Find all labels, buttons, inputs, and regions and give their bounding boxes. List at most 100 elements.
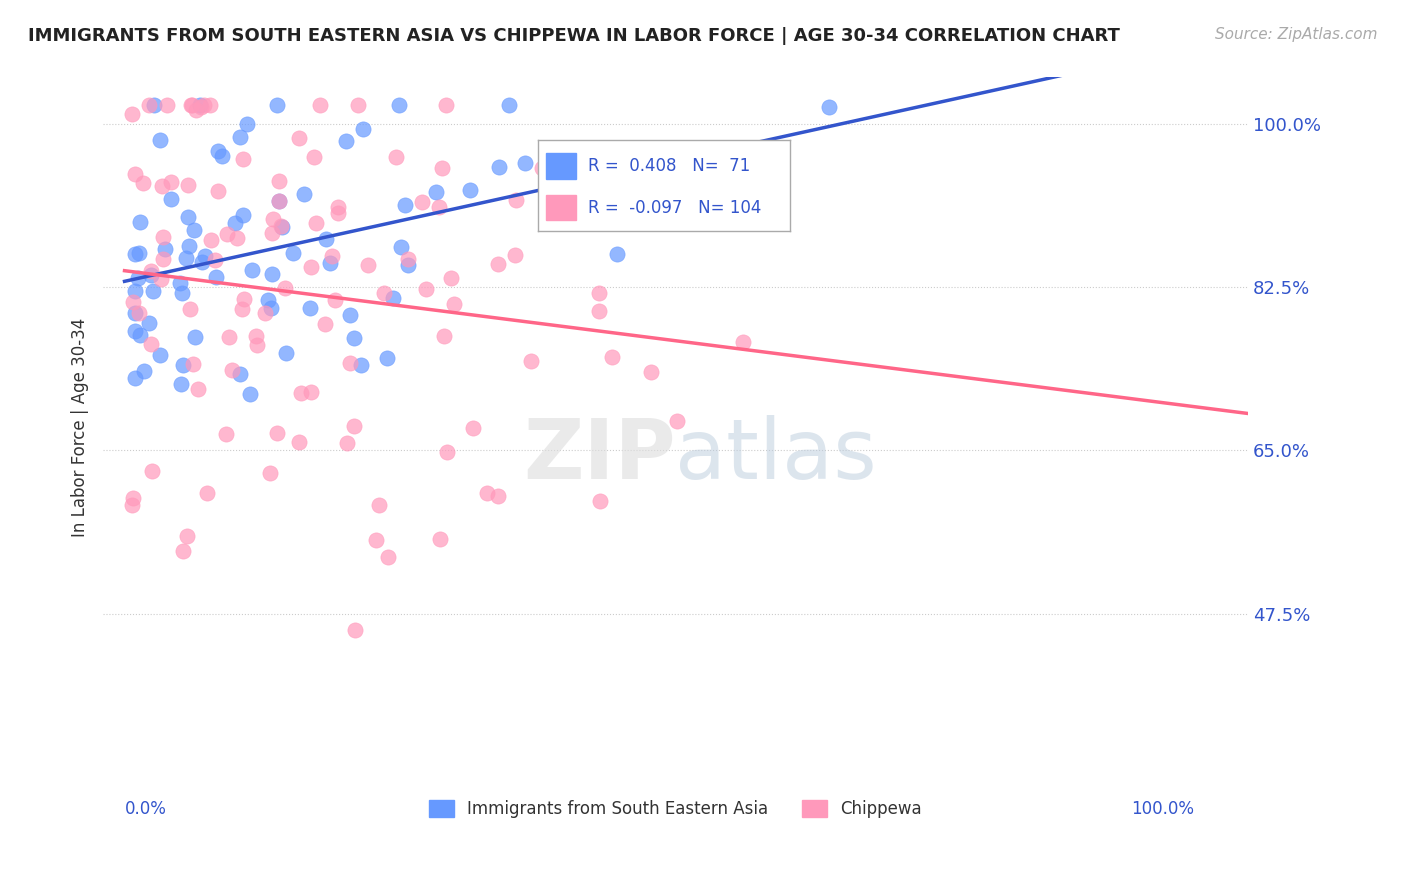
Point: [299, 301, 322, 316]
Point: [818, 100, 841, 114]
Point: [290, 385, 312, 400]
Point: [368, 498, 391, 512]
Point: [314, 317, 336, 331]
Point: [335, 134, 357, 148]
Point: [440, 270, 463, 285]
Point: [488, 160, 510, 174]
Point: [434, 98, 457, 112]
Point: [288, 131, 311, 145]
Point: [236, 117, 259, 131]
Point: [198, 98, 221, 112]
Point: [319, 256, 342, 270]
Point: [124, 370, 146, 384]
Point: [181, 357, 204, 371]
Point: [394, 198, 416, 212]
Point: [530, 161, 553, 175]
Point: [149, 272, 172, 286]
Point: [139, 264, 162, 278]
Point: [430, 161, 453, 176]
Point: [128, 305, 150, 319]
Point: [336, 436, 359, 450]
Point: [666, 414, 689, 428]
Text: 100.0%: 100.0%: [1132, 800, 1194, 818]
Point: [183, 223, 205, 237]
Point: [388, 98, 411, 112]
Point: [191, 254, 214, 268]
Point: [121, 498, 143, 512]
Point: [195, 486, 218, 500]
Point: [150, 178, 173, 193]
Point: [515, 156, 537, 170]
Point: [152, 252, 174, 266]
Text: 0.0%: 0.0%: [125, 800, 166, 818]
Point: [172, 543, 194, 558]
Point: [177, 210, 200, 224]
Point: [321, 249, 343, 263]
Point: [606, 247, 628, 261]
Point: [193, 98, 215, 112]
Point: [231, 302, 253, 317]
Point: [274, 280, 297, 294]
Point: [299, 260, 322, 275]
Point: [246, 338, 269, 352]
Point: [184, 330, 207, 344]
Point: [274, 345, 297, 359]
Point: [174, 252, 197, 266]
Point: [463, 420, 485, 434]
Point: [128, 328, 150, 343]
Point: [124, 168, 146, 182]
Point: [269, 173, 291, 187]
Point: [200, 233, 222, 247]
Point: [503, 248, 526, 262]
Point: [121, 107, 143, 121]
Point: [429, 532, 451, 546]
Point: [142, 284, 165, 298]
Point: [602, 350, 624, 364]
Text: atlas: atlas: [675, 415, 877, 496]
Point: [377, 549, 399, 564]
Point: [232, 152, 254, 166]
Point: [415, 282, 437, 296]
Point: [204, 253, 226, 268]
Point: [221, 362, 243, 376]
Point: [288, 434, 311, 449]
Point: [326, 206, 349, 220]
Point: [375, 351, 398, 365]
Point: [267, 194, 290, 208]
Point: [259, 301, 281, 316]
Text: IMMIGRANTS FROM SOUTH EASTERN ASIA VS CHIPPEWA IN LABOR FORCE | AGE 30-34 CORREL: IMMIGRANTS FROM SOUTH EASTERN ASIA VS CH…: [28, 27, 1121, 45]
Point: [640, 365, 662, 379]
Point: [149, 348, 172, 362]
Point: [121, 295, 143, 310]
Point: [436, 444, 458, 458]
Point: [156, 98, 179, 112]
Point: [128, 246, 150, 260]
Point: [149, 133, 172, 147]
Point: [294, 186, 316, 201]
Point: [326, 200, 349, 214]
Point: [733, 335, 755, 350]
Point: [260, 227, 283, 241]
Point: [211, 149, 233, 163]
Point: [160, 192, 183, 206]
Point: [266, 98, 288, 112]
Text: ZIP: ZIP: [523, 415, 675, 496]
Point: [127, 270, 149, 285]
Point: [425, 185, 447, 199]
Point: [262, 211, 284, 226]
Point: [239, 387, 262, 401]
Point: [382, 291, 405, 305]
Point: [488, 257, 510, 271]
Point: [176, 529, 198, 543]
Point: [205, 269, 228, 284]
Point: [177, 239, 200, 253]
Point: [266, 426, 288, 441]
Point: [187, 382, 209, 396]
Point: [260, 267, 283, 281]
Point: [343, 624, 366, 638]
Point: [315, 232, 337, 246]
Point: [124, 284, 146, 298]
Point: [229, 129, 252, 144]
Point: [588, 285, 610, 300]
Point: [121, 491, 143, 505]
